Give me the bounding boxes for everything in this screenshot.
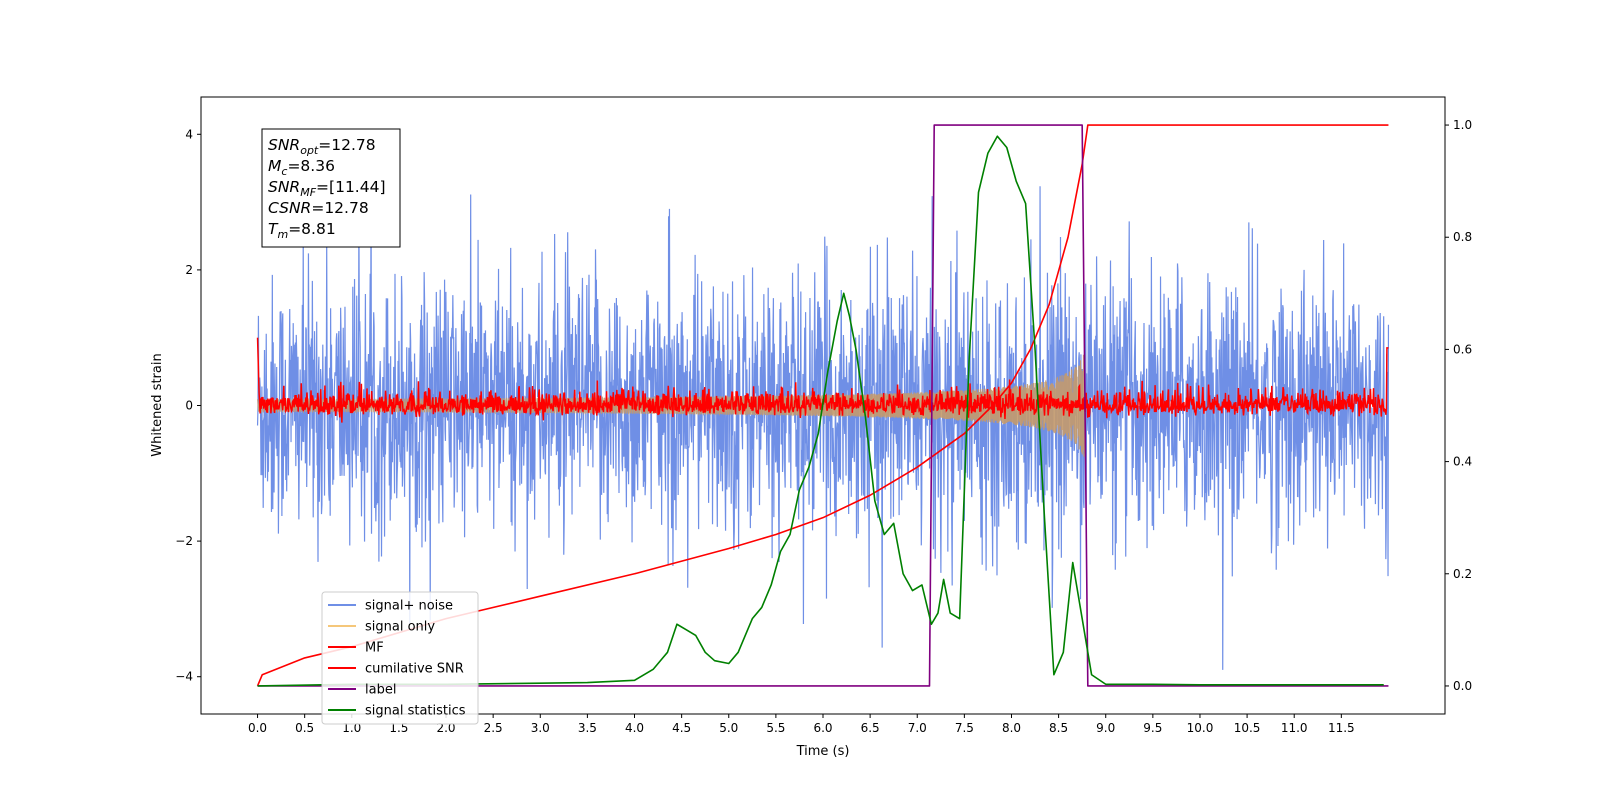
stats-line: Tm=8.81 [268,220,336,241]
x-tick-label: 11.5 [1328,721,1355,735]
x-tick-label: 11.0 [1281,721,1308,735]
legend-item[interactable]: signal+ noise [328,599,453,614]
y-tick-label: −4 [175,670,193,684]
stats-line: SNRMF=[11.44] [268,178,386,199]
x-tick-label: 2.5 [484,721,503,735]
y-tick-label: 0 [185,399,193,413]
x-axis-label: Time (s) [796,744,850,759]
x-tick-label: 9.5 [1143,721,1162,735]
x-tick-label: 10.5 [1234,721,1261,735]
y2-tick-label: 0.8 [1453,230,1472,244]
y2-tick-label: 0.2 [1453,567,1472,581]
y-tick-label: 4 [185,127,193,141]
legend-frame [321,591,479,725]
stats-line: SNRopt=12.78 [268,136,376,157]
y2-tick-label: 1.0 [1453,118,1472,132]
series-signal-noise-line [256,160,1390,670]
series-signal-statistics-line [257,135,1384,687]
y-tick-label: 2 [185,263,193,277]
x-tick-label: 4.5 [672,721,691,735]
x-tick-label: 8.0 [1002,721,1021,735]
x-tick-label: 0.5 [295,721,314,735]
x-tick-label: 10.0 [1187,721,1214,735]
x-axis: 0.0 0.5 1.0 1.5 2.0 2.5 3.0 3.5 4.0 4.5 5.0 5.5 6.0 6… [248,714,1355,735]
y-axis-left: −4 −2 0 2 4 [175,127,201,684]
x-tick-label: 3.0 [531,721,550,735]
x-tick-label: 5.0 [719,721,738,735]
stats-box-frame [261,128,401,248]
x-tick-label: 0.0 [248,721,267,735]
stats-line: Mc=8.36 [268,157,335,178]
legend-item[interactable]: signal only [328,620,435,635]
x-tick-label: 7.5 [955,721,974,735]
y-axis-label: Whitened strain [150,353,165,456]
x-tick-label: 3.5 [578,721,597,735]
x-tick-label: 9.0 [1096,721,1115,735]
legend-item[interactable]: label [328,683,396,698]
y2-tick-label: 0.0 [1453,679,1472,693]
legend-label: signal statistics [365,704,466,719]
legend[interactable]: signal+ noise signal only MF cumilative SNR… [321,591,479,725]
x-tick-label: 6.5 [861,721,880,735]
legend-item[interactable]: signal statistics [328,704,466,719]
legend-item[interactable]: cumilative SNR [328,662,464,677]
x-tick-label: 6.0 [813,721,832,735]
stats-annotation-box: SNRopt=12.78Mc=8.36SNRMF=[11.44]CSNR=12.… [261,128,401,248]
legend-label: signal only [365,620,435,635]
y-tick-label: −2 [175,534,193,548]
stats-line: CSNR=12.78 [268,199,369,217]
series-label-line [257,124,1389,687]
legend-label: label [365,683,396,698]
x-tick-label: 4.0 [625,721,644,735]
y-axis-right: 0.0 0.2 0.4 0.6 0.8 1.0 [1445,118,1472,693]
x-tick-label: 8.5 [1049,721,1068,735]
y2-tick-label: 0.4 [1453,455,1472,469]
y2-tick-label: 0.6 [1453,342,1472,356]
legend-item[interactable]: MF [328,641,384,656]
x-tick-label: 5.5 [766,721,785,735]
legend-label: MF [365,641,384,656]
x-tick-label: 7.0 [908,721,927,735]
legend-label: cumilative SNR [365,662,464,677]
legend-label: signal+ noise [365,599,453,614]
